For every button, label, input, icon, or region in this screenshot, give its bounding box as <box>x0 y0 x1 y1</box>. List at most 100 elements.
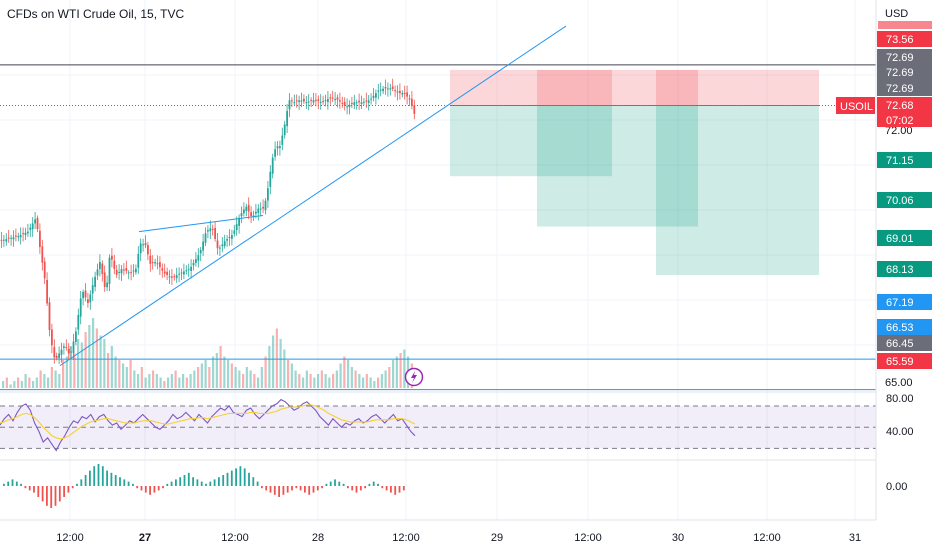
volume-bar <box>193 370 196 388</box>
volume-bar <box>403 349 406 388</box>
candle-body <box>31 223 34 230</box>
candle-body <box>101 263 104 275</box>
price-label <box>877 353 932 369</box>
candle-body <box>151 262 154 264</box>
symbol-tag-text: USOIL <box>840 101 873 113</box>
price-label-text: 73.56 <box>886 34 914 46</box>
candle-body <box>139 243 142 254</box>
volume-bar <box>305 370 308 388</box>
volume-bar <box>13 381 16 388</box>
flash-icon-bolt <box>411 371 417 383</box>
candle-body <box>228 236 231 239</box>
macd-bar <box>359 486 362 491</box>
macd-bar <box>136 486 139 489</box>
candle-body <box>401 93 404 95</box>
position-target-zone <box>537 105 698 227</box>
volume-bar <box>343 356 346 388</box>
macd-bar <box>3 483 5 486</box>
volume-bar <box>122 363 125 388</box>
volume-bar <box>148 374 151 388</box>
volume-bar <box>227 360 230 388</box>
macd-bar <box>97 464 100 486</box>
macd-bar <box>15 481 18 486</box>
volume-bar <box>174 370 177 388</box>
candle-body <box>214 227 216 239</box>
macd-bar <box>140 486 143 491</box>
candle-body <box>233 230 236 234</box>
candle-body <box>48 302 51 331</box>
macd-bar <box>144 486 147 493</box>
volume-bar <box>272 335 275 388</box>
volume-bar <box>204 360 207 388</box>
volume-bar <box>125 367 128 388</box>
position-stop-zone <box>537 69 698 106</box>
candle-body <box>331 97 334 99</box>
macd-bar <box>80 479 83 486</box>
macd-bar <box>33 486 35 493</box>
candle-body <box>29 227 32 230</box>
candle-body <box>250 212 252 217</box>
candle-body <box>156 263 159 265</box>
candle-body <box>240 213 243 217</box>
price-label <box>877 294 932 310</box>
macd-bar <box>149 486 151 495</box>
time-axis-tick: 12:00 <box>221 532 249 544</box>
macd-bar <box>321 486 323 489</box>
candle-body <box>0 239 3 241</box>
macd-bar <box>93 466 96 486</box>
candle-body <box>219 247 221 249</box>
volume-bar <box>92 318 95 388</box>
macd-bar <box>239 466 242 486</box>
volume-bar <box>88 325 91 388</box>
macd-bar <box>316 486 319 491</box>
volume-bar <box>253 374 256 388</box>
candle-body <box>192 262 195 266</box>
volume-bar <box>185 377 188 388</box>
candle-body <box>24 232 27 235</box>
price-label-text: 68.13 <box>886 264 914 276</box>
volume-bar <box>129 360 132 388</box>
volume-bar <box>324 374 327 388</box>
volume-bar <box>264 356 267 388</box>
macd-bar <box>261 486 263 489</box>
macd-bar <box>334 479 336 486</box>
candle-body <box>72 341 75 353</box>
volume-bar <box>182 374 185 388</box>
volume-bar <box>373 381 376 388</box>
candle-body <box>353 102 356 105</box>
macd-bar <box>282 486 285 495</box>
volume-bar <box>230 363 233 388</box>
volume-bar <box>73 353 76 388</box>
candle-body <box>387 88 389 90</box>
candle-body <box>269 171 272 187</box>
trendline <box>59 25 567 367</box>
time-axis-tick: 12:00 <box>56 532 84 544</box>
candle-body <box>247 205 250 212</box>
macd-bar <box>213 479 216 486</box>
candle-body <box>377 90 380 92</box>
candle-body <box>89 294 92 303</box>
candle-body <box>34 219 36 224</box>
countdown-label <box>877 113 932 127</box>
volume-bar <box>365 374 368 388</box>
price-label <box>877 31 932 47</box>
price-label-text: 71.15 <box>886 155 914 167</box>
macd-bar <box>295 486 298 489</box>
volume-bar <box>137 374 140 388</box>
candle-body <box>211 228 214 230</box>
macd-bar <box>243 468 246 486</box>
volume-bar <box>302 377 305 388</box>
candle-body <box>147 245 149 255</box>
candle-body <box>60 349 63 355</box>
macd-bar <box>101 466 104 486</box>
candle-body <box>257 208 260 213</box>
candle-body <box>346 106 348 108</box>
candle-body <box>209 228 212 232</box>
volume-bar <box>189 374 192 388</box>
candle-body <box>7 237 10 239</box>
candle-body <box>87 299 89 304</box>
candle-body <box>312 100 315 103</box>
volume-bar <box>65 356 68 388</box>
macd-bar <box>54 486 57 506</box>
